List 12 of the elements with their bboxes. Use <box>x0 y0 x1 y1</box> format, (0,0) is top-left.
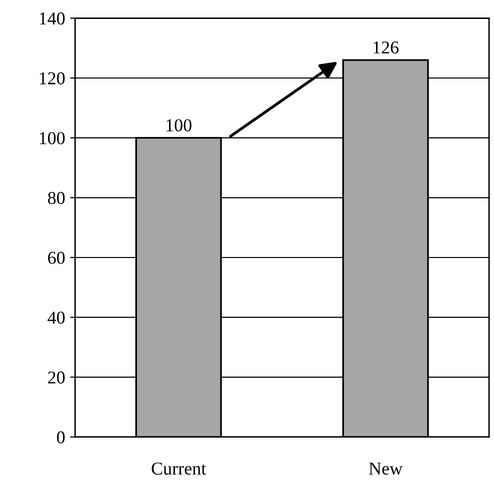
y-tick-label: 60 <box>48 252 65 264</box>
x-tick-label: New <box>369 462 403 475</box>
y-tick-label: 100 <box>40 132 65 144</box>
x-tick-label: Current <box>152 462 206 475</box>
data-label: 126 <box>374 41 399 54</box>
y-tick-label: 20 <box>48 371 65 384</box>
y-tick-label: 40 <box>48 312 65 324</box>
y-tick-label: 120 <box>40 72 65 84</box>
y-tick-label: 140 <box>40 12 65 25</box>
data-label: 100 <box>166 119 192 132</box>
y-tick-label: 80 <box>48 192 65 204</box>
y-tick-label: 0 <box>57 431 65 444</box>
